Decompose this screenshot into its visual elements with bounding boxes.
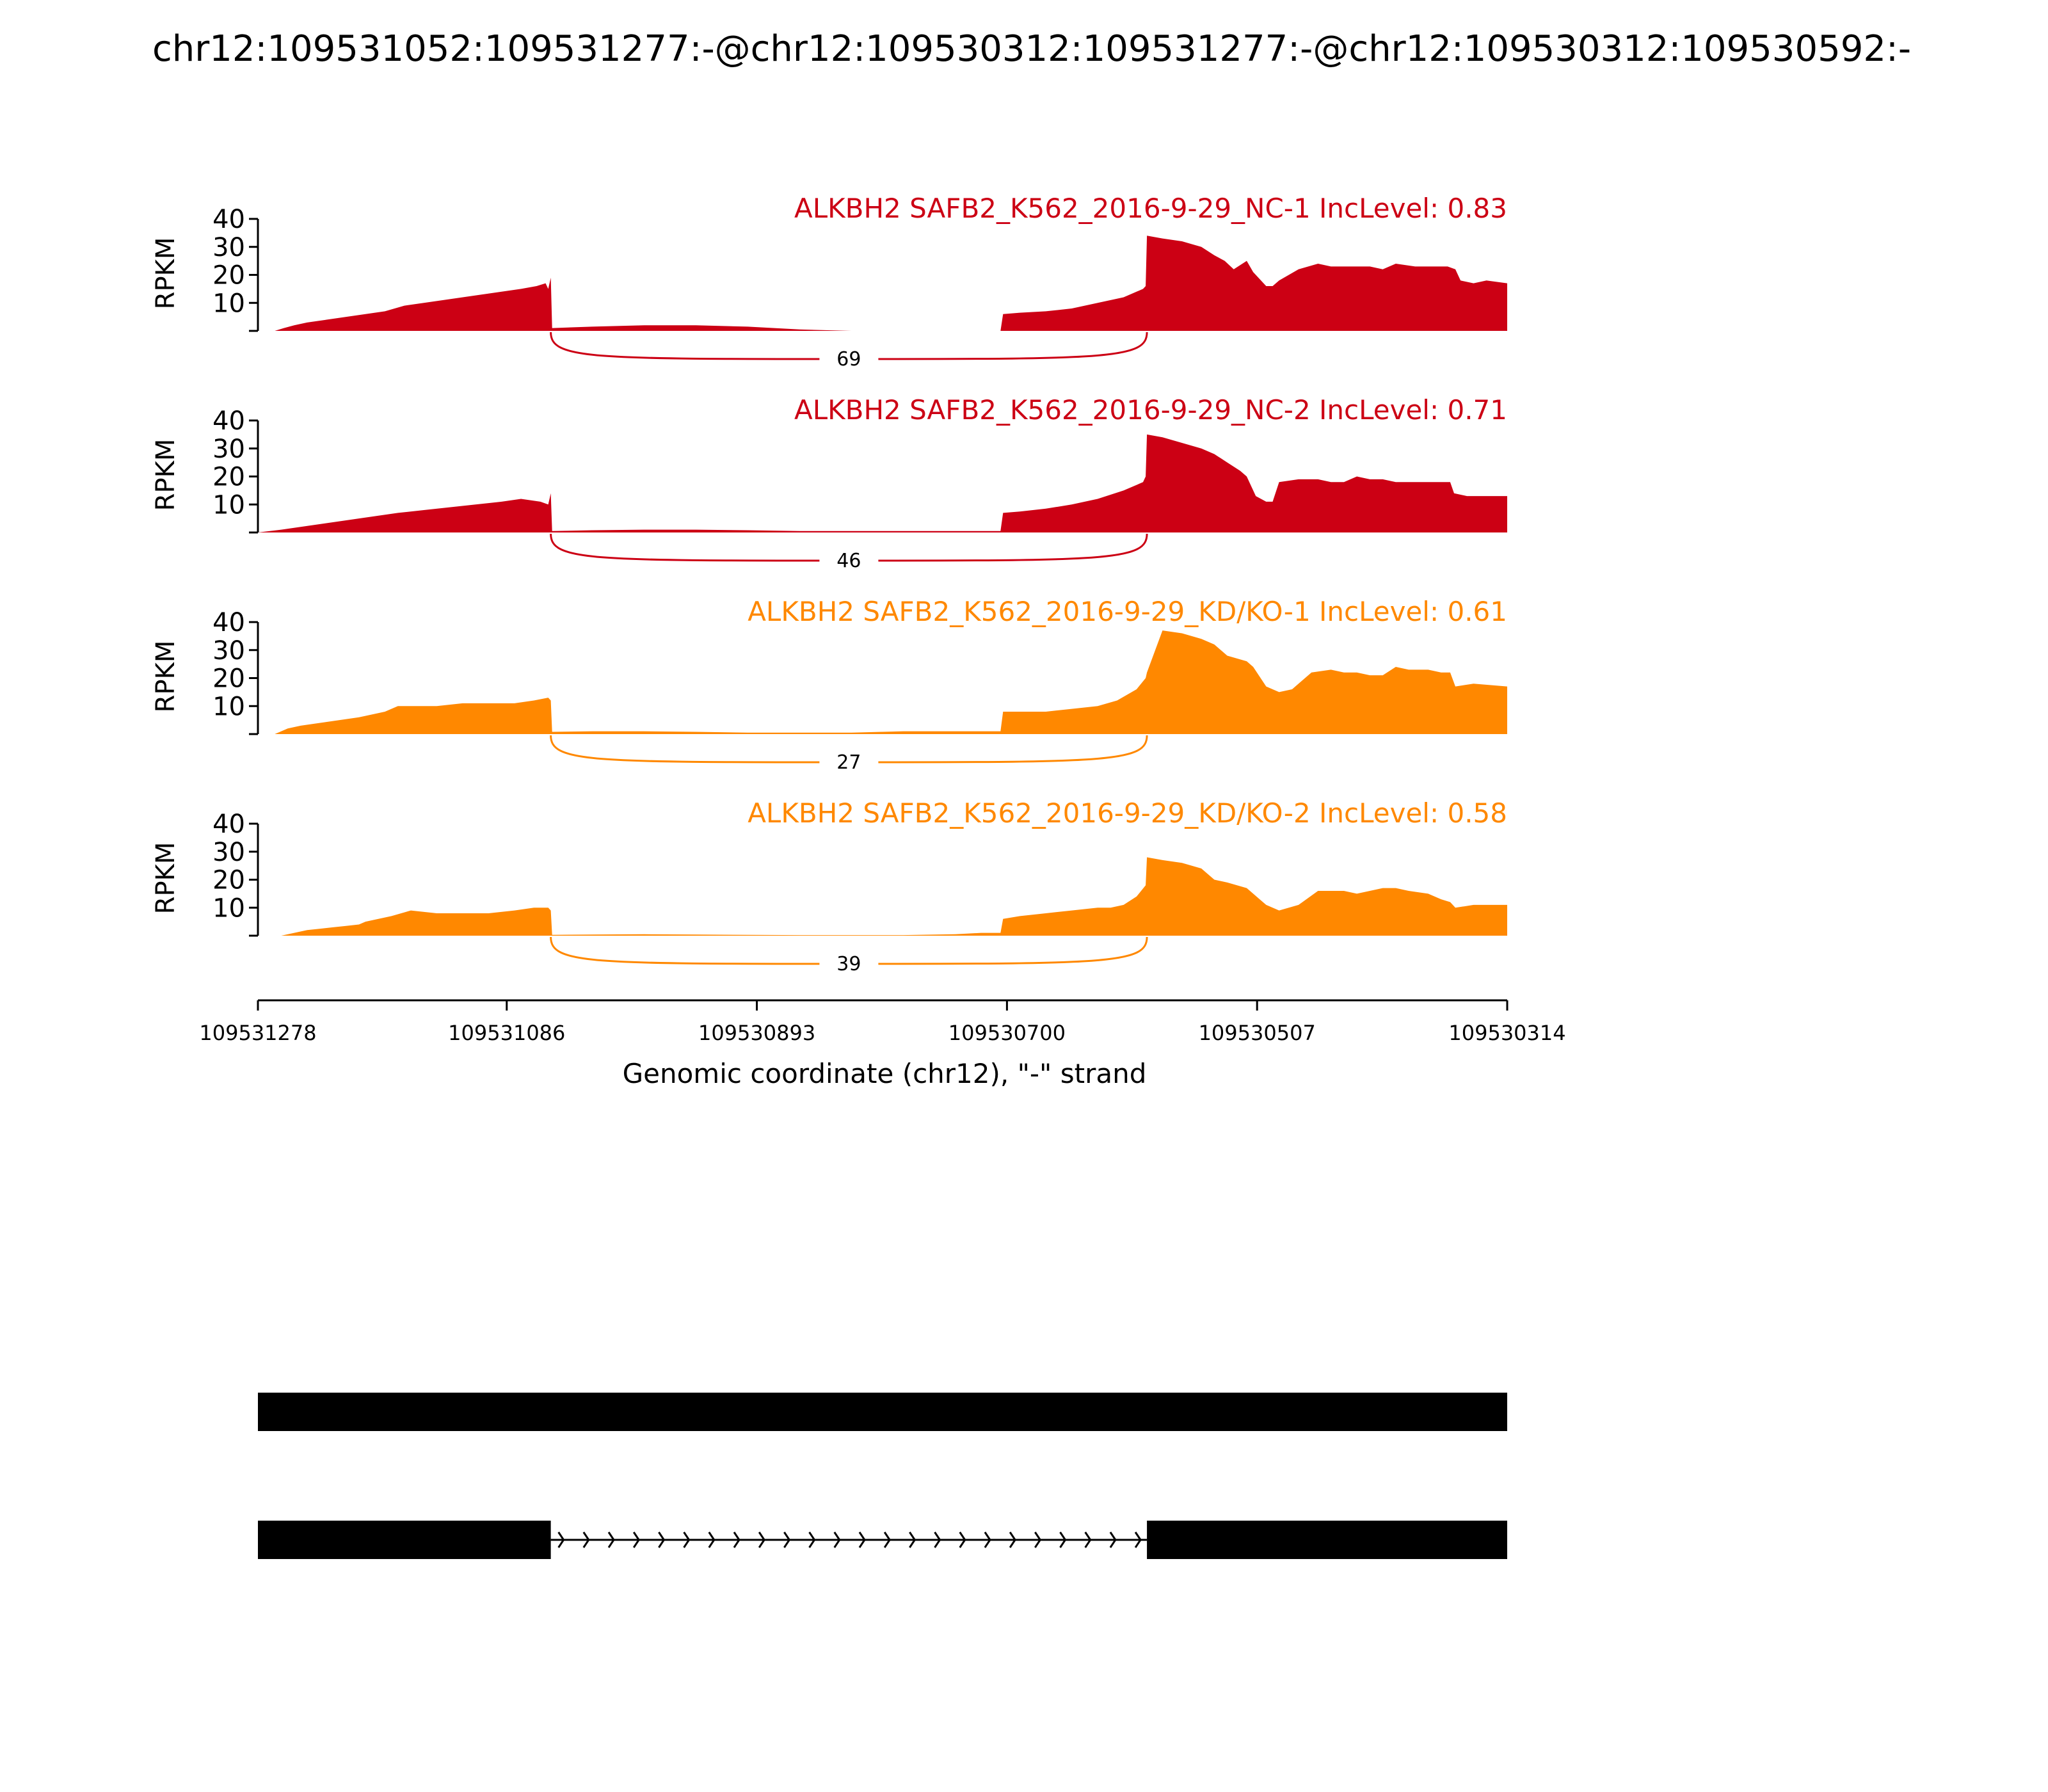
intron-chevron	[607, 1532, 615, 1548]
x-tick-label: 109530507	[1199, 1021, 1316, 1045]
track-2-junction-count: 46	[836, 550, 861, 572]
track-3-coverage-area	[258, 630, 1507, 734]
track-2: 46 ALKBH2 SAFB2_K562_2016-9-29_NC-2 IncLe…	[151, 394, 1507, 572]
x-tick-label: 109531086	[448, 1021, 565, 1045]
intron-chevron	[1084, 1532, 1092, 1548]
intron-chevron	[708, 1532, 716, 1548]
x-tick-label: 109531278	[199, 1021, 316, 1045]
intron-chevron	[959, 1532, 966, 1548]
intron-chevron	[1109, 1532, 1117, 1548]
intron-chevron	[833, 1532, 841, 1548]
y-tick-label: 40	[212, 406, 245, 436]
track-4-junction-label-bg	[819, 952, 879, 975]
y-tick-label: 40	[212, 810, 245, 839]
intron-chevron	[984, 1532, 991, 1548]
intron-chevron	[683, 1532, 691, 1548]
track-1-junction-label-bg	[819, 348, 879, 371]
track-2-junction-label-bg	[819, 549, 879, 572]
intron-chevron	[1134, 1532, 1142, 1548]
track-3-junction-label-bg	[819, 751, 879, 774]
y-tick-label: 30	[212, 233, 245, 262]
y-tick-label: 10	[212, 490, 245, 520]
y-tick-label: 20	[212, 463, 245, 492]
track-1: 69 ALKBH2 SAFB2_K562_2016-9-29_NC-1 IncLe…	[151, 193, 1507, 371]
x-tick-label: 109530893	[698, 1021, 815, 1045]
isoform-2-intron-chevrons	[557, 1532, 1142, 1548]
track-1-junction-count: 69	[836, 348, 861, 371]
track-4-junction-count: 39	[836, 953, 861, 975]
y-tick-label: 10	[212, 289, 245, 318]
intron-chevron	[1059, 1532, 1067, 1548]
figure-title: chr12:109531052:109531277:-@chr12:109530…	[152, 28, 1911, 70]
track-4: 39 ALKBH2 SAFB2_K562_2016-9-29_KD/KO-2 In…	[151, 797, 1507, 975]
track-1-label: ALKBH2 SAFB2_K562_2016-9-29_NC-1 IncLeve…	[794, 193, 1507, 224]
isoform-2-upstream-exon	[258, 1521, 551, 1559]
track-2-label: ALKBH2 SAFB2_K562_2016-9-29_NC-2 IncLeve…	[794, 394, 1507, 426]
intron-chevron	[632, 1532, 641, 1548]
track-3-ylabel: RPKM	[151, 641, 180, 713]
track-4-coverage-area	[258, 857, 1507, 936]
intron-chevron	[783, 1532, 791, 1548]
gene-model	[258, 1393, 1507, 1559]
intron-chevron	[808, 1532, 816, 1548]
track-3-label: ALKBH2 SAFB2_K562_2016-9-29_KD/KO-1 IncL…	[748, 596, 1507, 627]
track-3-junction-count: 27	[836, 751, 861, 774]
isoform-1-exon	[258, 1393, 1507, 1431]
x-axis: 109531278 109531086 109530893 109530700 1095…	[199, 999, 1566, 1045]
track-3: 27 ALKBH2 SAFB2_K562_2016-9-29_KD/KO-1 In…	[151, 596, 1507, 774]
intron-chevron	[1009, 1532, 1016, 1548]
intron-chevron	[758, 1532, 765, 1548]
intron-chevron	[1034, 1532, 1042, 1548]
y-tick-label: 40	[212, 608, 245, 637]
y-tick-label: 30	[212, 435, 245, 464]
track-1-ylabel: RPKM	[151, 237, 180, 310]
intron-chevron	[733, 1532, 740, 1548]
y-tick-label: 40	[212, 205, 245, 234]
intron-chevron	[883, 1532, 891, 1548]
intron-chevron	[557, 1532, 565, 1548]
y-tick-label: 10	[212, 692, 245, 721]
intron-chevron	[909, 1532, 916, 1548]
intron-chevron	[582, 1532, 590, 1548]
track-4-ylabel: RPKM	[151, 842, 180, 915]
track-1-coverage-area	[258, 236, 1507, 331]
intron-chevron	[934, 1532, 941, 1548]
intron-chevron	[658, 1532, 666, 1548]
y-tick-label: 20	[212, 866, 245, 895]
y-tick-label: 20	[212, 261, 245, 291]
intron-chevron	[858, 1532, 866, 1548]
isoform-2-downstream-exon	[1147, 1521, 1507, 1559]
x-axis-label: Genomic coordinate (chr12), "-" strand	[623, 1058, 1147, 1089]
x-tick-label: 109530314	[1448, 1021, 1565, 1045]
track-2-coverage-area	[258, 434, 1507, 532]
track-4-label: ALKBH2 SAFB2_K562_2016-9-29_KD/KO-2 IncL…	[748, 797, 1507, 829]
y-tick-label: 10	[212, 893, 245, 923]
y-tick-label: 30	[212, 838, 245, 867]
y-tick-label: 20	[212, 664, 245, 694]
y-tick-label: 30	[212, 636, 245, 666]
x-tick-label: 109530700	[948, 1021, 1066, 1045]
track-2-ylabel: RPKM	[151, 439, 180, 511]
